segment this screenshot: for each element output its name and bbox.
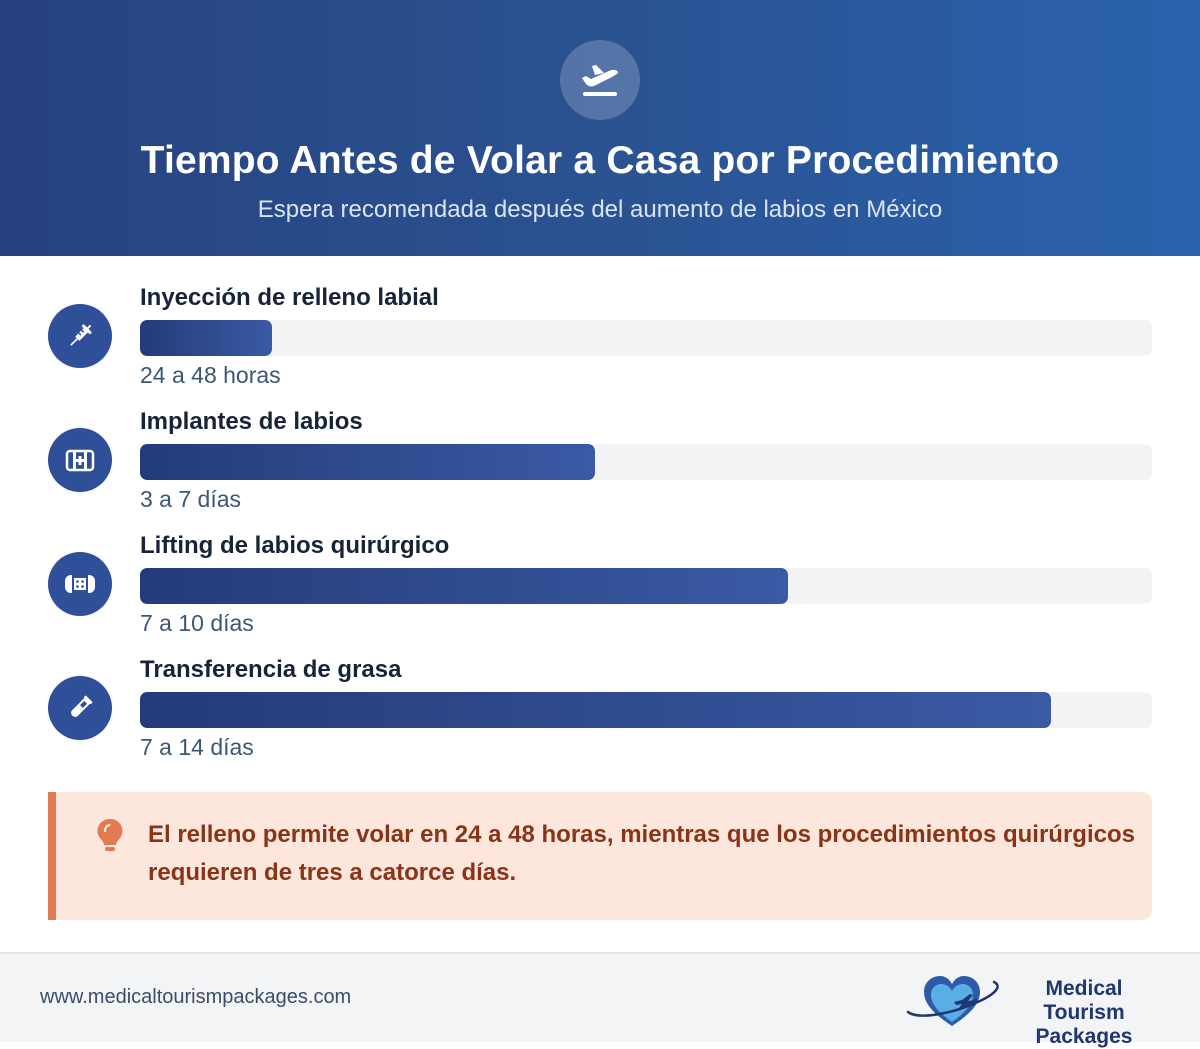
brand-name-line2: Packages xyxy=(1035,1025,1133,1048)
page-title: Tiempo Antes de Volar a Casa por Procedi… xyxy=(140,139,1060,182)
bandage-icon xyxy=(48,552,112,616)
progress-fill xyxy=(140,444,596,480)
page-subtitle: Espera recomendada después del aumento d… xyxy=(257,196,943,223)
lightbulb-icon xyxy=(96,818,128,854)
progress-fill xyxy=(140,320,272,356)
brand-name: Medical Tourism Packages xyxy=(1004,977,1164,1049)
brand-name-line1: Medical Tourism xyxy=(1043,977,1125,1024)
test-tube-icon xyxy=(48,676,112,740)
procedure-label: Implantes de labios xyxy=(140,408,363,435)
procedure-duration: 7 a 14 días xyxy=(140,734,254,760)
progress-track xyxy=(140,320,1152,356)
header-banner: Tiempo Antes de Volar a Casa por Procedi… xyxy=(0,0,1200,256)
heart-plane-logo-icon xyxy=(906,976,999,1026)
progress-track xyxy=(140,568,1152,604)
airplane-takeoff-icon xyxy=(560,40,640,120)
syringe-icon xyxy=(48,304,112,368)
progress-track xyxy=(140,444,1152,480)
progress-fill xyxy=(140,568,788,604)
procedure-duration: 7 a 10 días xyxy=(140,610,254,636)
procedure-label: Inyección de relleno labial xyxy=(140,284,439,311)
tip-text: El relleno permite volar en 24 a 48 hora… xyxy=(148,821,1135,886)
procedure-row: Inyección de relleno labial 24 a 48 hora… xyxy=(0,284,1200,394)
procedure-duration: 24 a 48 horas xyxy=(140,362,281,388)
footer: www.medicaltourismpackages.com Medical T… xyxy=(0,952,1200,1048)
procedure-duration: 3 a 7 días xyxy=(140,486,242,512)
procedure-label: Transferencia de grasa xyxy=(140,656,402,683)
medical-kit-icon xyxy=(48,428,112,492)
tip-callout: El relleno permite volar en 24 a 48 hora… xyxy=(48,792,1152,920)
procedure-label: Lifting de labios quirúrgico xyxy=(140,532,450,559)
progress-track xyxy=(140,692,1152,728)
progress-fill xyxy=(140,692,1051,728)
procedure-row: Transferencia de grasa 7 a 14 días xyxy=(0,656,1200,766)
procedure-row: Lifting de labios quirúrgico 7 a 10 días xyxy=(0,532,1200,642)
procedure-row: Implantes de labios 3 a 7 días xyxy=(0,408,1200,518)
brand-logo: Medical Tourism Packages xyxy=(904,970,1164,1048)
website-link[interactable]: www.medicaltourismpackages.com xyxy=(40,986,352,1008)
